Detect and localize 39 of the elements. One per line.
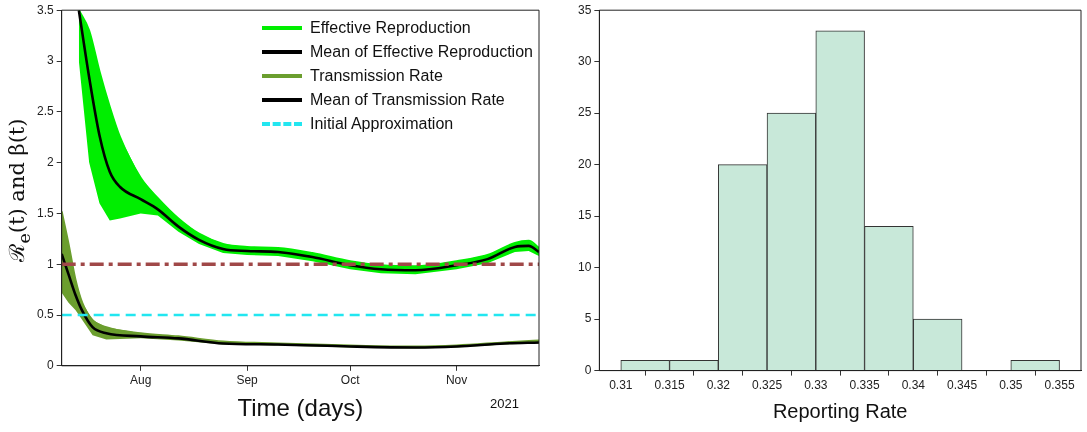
x-tick-label: 0.315 — [654, 378, 685, 393]
legend-label: Mean of Effective Reproduction — [310, 42, 533, 63]
x-tick-label: 0.31 — [609, 378, 633, 393]
x-tick-label: Sep — [236, 373, 259, 388]
x-tick-label: 0.345 — [947, 378, 978, 393]
y-tick-label: 10 — [577, 259, 592, 274]
x-tick-label: Aug — [129, 373, 152, 388]
y-tick-label: 25 — [577, 105, 592, 120]
x-tick-label: 0.335 — [849, 378, 880, 393]
x-tick-label: 0.33 — [804, 378, 828, 393]
y-tick-label: 30 — [577, 54, 592, 68]
y-tick-label: 3.5 — [36, 2, 54, 17]
y-tick-label: 2.5 — [36, 104, 54, 119]
y-tick-label: 5 — [584, 311, 592, 326]
line-series — [61, 252, 539, 349]
legend-label: Transmission Rate — [310, 66, 443, 87]
y-tick-label: 20 — [577, 156, 592, 171]
legend-label: Initial Approximation — [310, 114, 454, 135]
text: 2021 — [490, 395, 519, 411]
x-tick-label: 0.35 — [999, 378, 1023, 393]
y-tick-label: 1 — [46, 256, 54, 271]
y-tick-label: 3 — [46, 53, 54, 68]
x-tick-label: Nov — [445, 373, 468, 388]
legend-label: Effective Reproduction — [310, 18, 471, 39]
x-tick-label: 0.355 — [1044, 378, 1075, 393]
x-axis-title: Reporting Rate — [772, 399, 908, 422]
x-tick-label: 0.32 — [706, 378, 731, 393]
y-tick-label: 0 — [584, 362, 592, 377]
y-tick-label: 1.5 — [36, 205, 54, 220]
x-tick-label: Oct — [340, 373, 361, 388]
legend-label: Mean of Transmission Rate — [310, 90, 505, 111]
x-tick-label: 0.325 — [752, 378, 783, 393]
y-tick-label: 0 — [46, 358, 54, 373]
x-tick-label: 0.34 — [901, 378, 926, 393]
y-tick-label: 2 — [46, 154, 54, 169]
y-tick-label: 35 — [577, 2, 592, 17]
y-tick-label: 15 — [577, 208, 592, 223]
x-axis-title: Time (days) — [237, 394, 364, 422]
y-tick-label: 0.5 — [36, 307, 54, 322]
